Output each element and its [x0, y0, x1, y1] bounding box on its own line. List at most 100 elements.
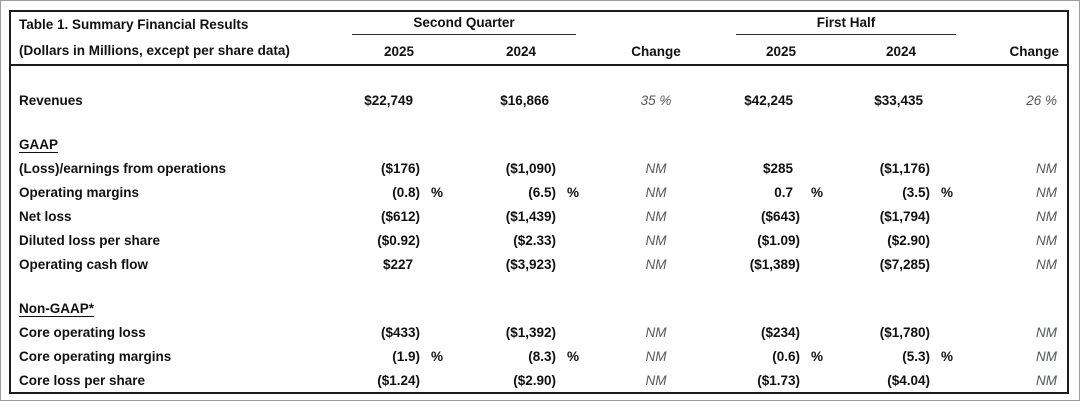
cell-q2-2024: ($1,090): [505, 160, 556, 176]
cell-fh-2024: $33,435: [874, 92, 924, 108]
cell-fh-2024-pct: [930, 252, 966, 276]
cell-fh-2025-pct: [800, 228, 836, 252]
cell-q2-2025-pct: [420, 156, 456, 180]
cell-q2-2025: ($433): [380, 324, 420, 340]
cell-q2-2024-pct: %: [567, 184, 580, 200]
cell-fh-2024: ($1,780): [879, 324, 931, 340]
cell-fh-change: NM: [1036, 348, 1058, 364]
cell-q2-2024: ($1,439): [505, 208, 556, 224]
table-row: Diluted loss per share ($0.92) ($2.33) NM ($…: [10, 228, 1068, 252]
section-cell: GAAP: [10, 132, 1068, 156]
row-label: Diluted loss per share: [19, 232, 161, 248]
row-label: Core operating margins: [19, 348, 172, 364]
cell-fh-2024-pct: [930, 320, 966, 344]
cell-fh-change: 26 %: [1026, 92, 1058, 108]
cell-fh-2024-pct: [930, 368, 966, 393]
cell-q2-2025-pct: [420, 204, 456, 228]
col-header-fh-change: Change: [966, 38, 1069, 66]
table-row: Core loss per share ($1.24) ($2.90) NM ($1.7…: [10, 368, 1068, 393]
cell-fh-change: NM: [1036, 160, 1058, 176]
cell-q2-2025: ($176): [380, 160, 420, 176]
cell-q2-2025-pct: [420, 228, 456, 252]
col-group-first-half-label: First Half: [736, 15, 957, 36]
cell-q2-2024: ($3,923): [505, 256, 556, 272]
cell-fh-2025-pct: [800, 320, 836, 344]
cell-fh-change: NM: [1036, 324, 1058, 340]
cell-fh-2025-pct: [800, 204, 836, 228]
cell-q2-2024-pct: [556, 368, 586, 393]
cell-fh-2025-pct: [800, 156, 836, 180]
col-header-fh-2024: 2024: [836, 38, 967, 66]
spacer-cell: [10, 65, 1068, 88]
cell-q2-2024-pct: [556, 320, 586, 344]
cell-q2-2025-pct: %: [431, 348, 444, 364]
header-gap-cell: [966, 11, 1068, 39]
cell-fh-2025: ($643): [761, 208, 801, 224]
cell-q2-2024: ($2.33): [513, 232, 556, 248]
cell-q2-change: NM: [645, 232, 667, 248]
cell-fh-2025-pct: [800, 88, 836, 112]
cell-fh-2024-pct: [930, 204, 966, 228]
cell-fh-2025: ($234): [761, 324, 801, 340]
cell-fh-2024: (3.5): [902, 184, 931, 200]
cell-fh-2024: ($1,176): [879, 160, 931, 176]
cell-fh-2025-pct: [800, 368, 836, 393]
cell-q2-2025-pct: [420, 88, 456, 112]
spacer-row: [10, 276, 1068, 296]
spacer-cell: [10, 112, 1068, 132]
cell-fh-change: NM: [1036, 208, 1058, 224]
section-row: Non-GAAP*: [10, 296, 1068, 320]
row-label: Operating margins: [19, 184, 140, 200]
section-heading: GAAP: [19, 136, 59, 152]
cell-q2-2025: ($0.92): [377, 232, 420, 248]
cell-q2-2024-pct: [556, 156, 586, 180]
table-title: Table 1. Summary Financial Results: [19, 17, 249, 32]
cell-fh-change: NM: [1036, 372, 1058, 388]
table-body: Revenues $22,749 $16,866 35 % $42,245 $33,435…: [10, 65, 1068, 393]
cell-fh-2025: $42,245: [744, 92, 794, 108]
table-row: (Loss)/earnings from operations ($176) ($1…: [10, 156, 1068, 180]
row-label: (Loss)/earnings from operations: [19, 160, 227, 176]
table-row: Operating margins (0.8)% (6.5)% NM 0.7% (3.5)…: [10, 180, 1068, 204]
table-row: Core operating margins (1.9)% (8.3)% NM (0.6…: [10, 344, 1068, 368]
col-group-second-quarter: Second Quarter: [342, 11, 586, 39]
cell-q2-change: 35 %: [640, 92, 672, 108]
cell-fh-2025: ($1.73): [757, 372, 801, 388]
cell-q2-2024-pct: [556, 228, 586, 252]
section-heading: Non-GAAP*: [19, 300, 94, 316]
table-row: Revenues $22,749 $16,866 35 % $42,245 $33,435…: [10, 88, 1068, 112]
cell-q2-2024: (8.3): [528, 348, 556, 364]
cell-q2-2024-pct: [556, 252, 586, 276]
cell-q2-2025: (0.8): [392, 184, 420, 200]
spacer-row: [10, 112, 1068, 132]
col-header-fh-2025: 2025: [726, 38, 837, 66]
spacer-row: [10, 65, 1068, 88]
cell-q2-2025: $22,749: [364, 92, 413, 108]
cell-fh-2024-pct: %: [941, 348, 954, 364]
cell-q2-2024-pct: [556, 204, 586, 228]
cell-fh-2024: ($2.90): [887, 232, 931, 248]
cell-q2-2024: (6.5): [528, 184, 556, 200]
cell-q2-2025-pct: [420, 320, 456, 344]
cell-fh-change: NM: [1036, 232, 1058, 248]
row-label: Revenues: [19, 92, 83, 108]
cell-q2-2025-pct: [420, 252, 456, 276]
row-label: Core operating loss: [19, 324, 146, 340]
table-subtitle: (Dollars in Millions, except per share d…: [19, 43, 290, 58]
cell-q2-2024: ($1,392): [505, 324, 556, 340]
col-header-q2-2024: 2024: [456, 38, 587, 66]
header-group-row: Table 1. Summary Financial Results (Doll…: [10, 11, 1068, 66]
cell-fh-2024: ($4.04): [887, 372, 931, 388]
cell-q2-2025: (1.9): [392, 348, 420, 364]
cell-q2-2025: $227: [382, 256, 413, 272]
cell-q2-change: NM: [645, 208, 667, 224]
cell-q2-2025: ($1.24): [377, 372, 420, 388]
cell-q2-change: NM: [645, 372, 667, 388]
row-label: Operating cash flow: [19, 256, 149, 272]
cell-q2-change: NM: [645, 348, 667, 364]
cell-fh-2024: ($7,285): [879, 256, 931, 272]
cell-q2-2025: ($612): [380, 208, 420, 224]
cell-q2-2025-pct: %: [431, 184, 444, 200]
cell-q2-change: NM: [645, 256, 667, 272]
col-group-second-quarter-label: Second Quarter: [352, 15, 577, 36]
